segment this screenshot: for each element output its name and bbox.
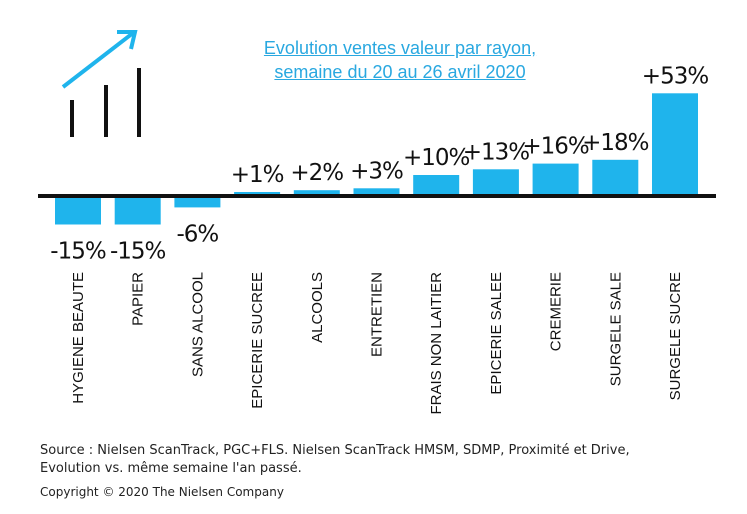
value-label-entretien: +3% — [350, 158, 403, 184]
bar-epicerie-salee — [472, 169, 519, 194]
source-note: Source : Nielsen ScanTrack, PGC+FLS. Nie… — [40, 442, 740, 478]
bar-alcools — [293, 190, 340, 194]
category-labels-group: HYGIENE BEAUTE PAPIER SANS ALCOOL EPICERIE … — [70, 272, 684, 415]
chart-title-line-1: Evolution ventes valeur par rayon, — [263, 38, 537, 58]
bar-surgele-sucre — [652, 93, 698, 194]
category-label-epicerie-sucree: EPICERIE SUCREE — [249, 272, 266, 409]
bar-cremerie — [532, 163, 579, 194]
value-label-papier: -15% — [110, 239, 166, 265]
source-line-2: Evolution vs. même semaine l'an passé. — [40, 461, 302, 476]
chart-title-line-2: semaine du 20 au 26 avril 2020 — [274, 62, 526, 82]
category-label-alcools: ALCOOLS — [309, 272, 326, 343]
value-label-epicerie-sucree: +1% — [231, 162, 284, 188]
chart-title: Evolution ventes valeur par rayon, semai… — [190, 36, 610, 84]
value-label-cremerie: +16% — [522, 134, 589, 160]
category-label-cremerie: CREMERIE — [548, 272, 565, 351]
category-label-surgele-sale: SURGELE SALE — [607, 272, 624, 386]
source-line-1: Source : Nielsen ScanTrack, PGC+FLS. Nie… — [40, 443, 630, 458]
value-labels-group: -15% -15% -6% +1% +2% +3%+10%+13%+16%+18% +53% — [50, 63, 709, 265]
bar-surgele-sale — [592, 159, 639, 194]
bar-entretien — [353, 188, 400, 194]
value-label-surgele-sucre: +53% — [642, 63, 709, 89]
category-label-papier: PAPIER — [130, 272, 147, 326]
category-label-frais-non-laitier: FRAIS NON LAITIER — [428, 272, 445, 415]
bar-papier — [114, 196, 161, 225]
value-label-sans-alcool: -6% — [177, 221, 219, 247]
value-label-epicerie-salee: +13% — [463, 139, 530, 165]
bar-hygiene-beaute — [55, 196, 101, 225]
value-label-frais-non-laitier: +10% — [403, 145, 470, 171]
growth-chart-icon — [61, 30, 141, 137]
bar-frais-non-laitier — [413, 175, 460, 194]
growth-icon-arrowhead — [117, 30, 138, 50]
category-label-sans-alcool: SANS ALCOOL — [189, 272, 206, 377]
category-label-surgele-sucre: SURGELE SUCRE — [667, 272, 684, 400]
value-label-alcools: +2% — [290, 160, 343, 186]
growth-icon-arrow — [61, 31, 135, 89]
bar-chart: -15% -15% -6% +1% +2% +3%+10%+13%+16%+18% +53%… — [38, 30, 716, 415]
category-label-entretien: ENTRETIEN — [369, 272, 386, 357]
value-label-surgele-sale: +18% — [582, 130, 649, 156]
category-label-epicerie-salee: EPICERIE SALEE — [488, 272, 505, 395]
value-label-hygiene-beaute: -15% — [50, 239, 106, 265]
copyright-note: Copyright © 2020 The Nielsen Company — [40, 485, 284, 499]
bar-sans-alcool — [174, 196, 221, 208]
bars-group — [55, 93, 698, 225]
category-label-hygiene-beaute: HYGIENE BEAUTE — [70, 272, 87, 404]
bar-epicerie-sucree — [234, 192, 281, 194]
